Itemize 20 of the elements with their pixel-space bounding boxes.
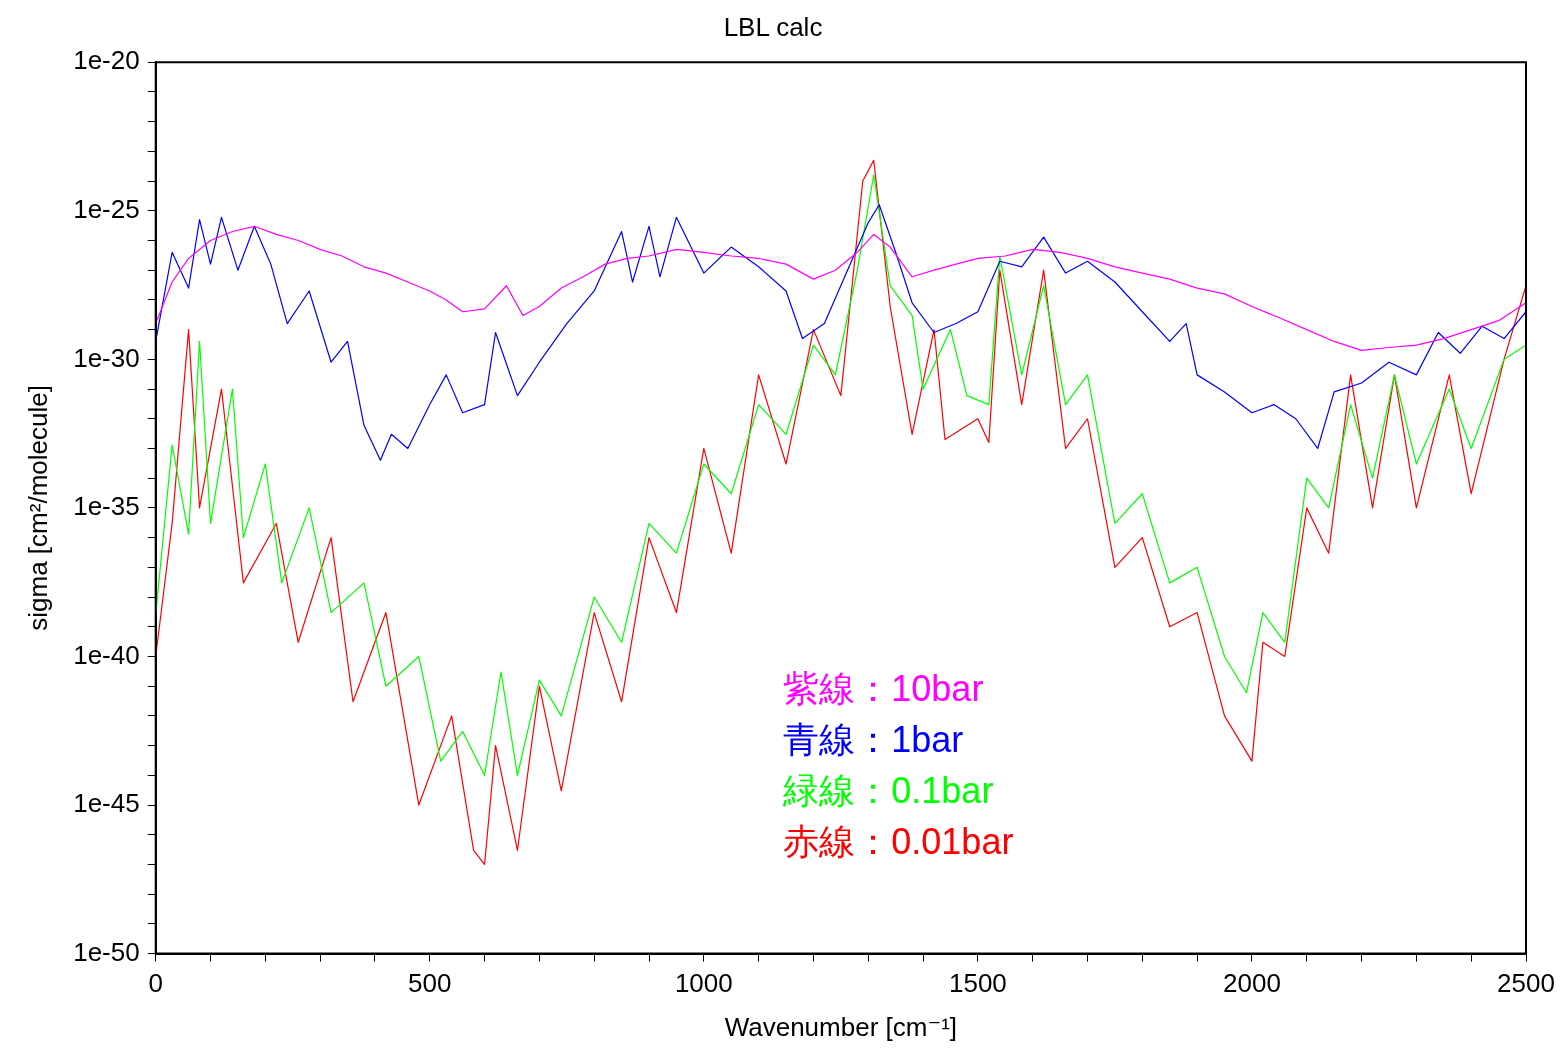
text: 紫線：10bar xyxy=(783,667,984,709)
y-axis-title: sigma [cm²/molecule] xyxy=(22,385,53,631)
y-tick-label: 1e-50 xyxy=(73,936,140,967)
x-tick-label: 1500 xyxy=(948,968,1007,999)
y-tick-label: 1e-20 xyxy=(73,45,140,76)
x-axis-title: Wavenumber [cm⁻¹] xyxy=(724,1011,958,1042)
chart-title: LBL calc xyxy=(723,11,823,42)
x-tick-label: 1000 xyxy=(674,968,733,999)
y-tick-label: 1e-35 xyxy=(73,491,140,522)
y-tick-label: 1e-45 xyxy=(73,788,140,819)
x-tick-label: 2000 xyxy=(1223,968,1281,999)
y-tick-label: 1e-30 xyxy=(73,342,140,373)
text: 青線：1bar xyxy=(783,718,964,760)
x-tick-label: 0 xyxy=(148,968,163,999)
x-tick-label: 2500 xyxy=(1497,968,1555,999)
y-tick-label: 1e-25 xyxy=(73,193,140,224)
text: 緑線：0.1bar xyxy=(782,769,994,811)
x-tick-label: 500 xyxy=(408,968,452,999)
text: 赤線：0.01bar xyxy=(783,820,1014,862)
y-tick-label: 1e-40 xyxy=(73,639,140,670)
